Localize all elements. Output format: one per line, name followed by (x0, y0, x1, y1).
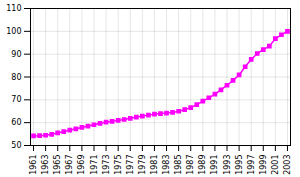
svg-text:1975: 1975 (114, 155, 123, 175)
svg-text:70: 70 (11, 95, 21, 104)
svg-text:80: 80 (11, 73, 21, 82)
svg-text:1987: 1987 (186, 155, 195, 175)
svg-text:1979: 1979 (138, 155, 147, 175)
svg-text:1971: 1971 (90, 155, 99, 175)
svg-text:100: 100 (6, 27, 21, 36)
svg-text:1969: 1969 (77, 155, 86, 175)
svg-text:1977: 1977 (126, 155, 135, 175)
svg-text:1993: 1993 (223, 155, 232, 175)
svg-text:110: 110 (6, 4, 21, 13)
svg-text:2003: 2003 (283, 155, 292, 175)
svg-text:1973: 1973 (102, 155, 111, 175)
svg-text:1965: 1965 (53, 155, 62, 175)
svg-text:1963: 1963 (41, 155, 50, 175)
svg-text:90: 90 (11, 50, 21, 59)
svg-text:2001: 2001 (271, 155, 280, 175)
svg-text:1999: 1999 (259, 155, 268, 175)
svg-text:1985: 1985 (174, 155, 183, 175)
svg-text:1981: 1981 (150, 155, 159, 175)
svg-text:1967: 1967 (65, 155, 74, 175)
svg-text:1997: 1997 (247, 155, 256, 175)
svg-text:60: 60 (11, 118, 21, 127)
svg-text:1995: 1995 (235, 155, 244, 175)
svg-text:1983: 1983 (162, 155, 171, 175)
svg-text:1991: 1991 (210, 155, 219, 175)
svg-text:1961: 1961 (29, 155, 38, 175)
svg-text:50: 50 (11, 141, 21, 150)
svg-text:1989: 1989 (198, 155, 207, 175)
